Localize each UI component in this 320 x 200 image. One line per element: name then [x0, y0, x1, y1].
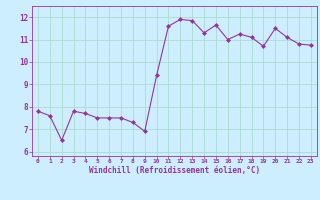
X-axis label: Windchill (Refroidissement éolien,°C): Windchill (Refroidissement éolien,°C) — [89, 166, 260, 175]
